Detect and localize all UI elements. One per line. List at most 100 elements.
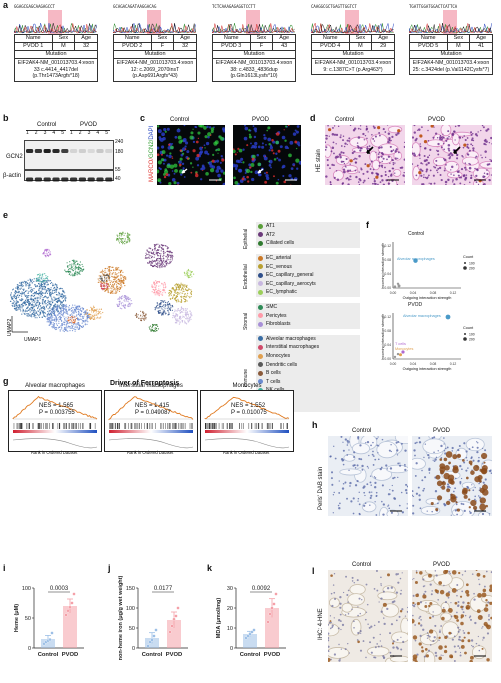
wb-band-actin: [70, 178, 77, 182]
legend-color-dot: [258, 322, 263, 327]
gsea-xlabel: Rank in Ordered Dataset: [31, 451, 77, 455]
bar-ytick: 100: [22, 586, 31, 592]
header-age: Age: [174, 35, 197, 43]
f-ytick: 0.12: [384, 244, 391, 248]
umap-cluster-label: 12: [35, 296, 41, 302]
d-pvod-image: [412, 125, 492, 185]
chromatogram-trace: [113, 10, 197, 34]
d-control-image: [325, 125, 405, 185]
f-legend-dot: [463, 266, 467, 270]
h-control-image: [328, 436, 408, 516]
bar-datapoint: [153, 635, 156, 638]
patient-age: 43: [273, 43, 296, 51]
umap-cluster-label: 20: [69, 318, 75, 324]
legend-item: Monocytes: [256, 352, 360, 361]
f-xtick: 0.00: [390, 291, 397, 295]
patient-age: 32: [75, 43, 98, 51]
header-mutation: Mutation: [213, 51, 296, 59]
panel-label-b: b: [3, 113, 9, 123]
bar-datapoint: [151, 639, 154, 642]
header-mutation: Mutation: [312, 51, 395, 59]
patient-sex: F: [250, 43, 273, 51]
umap-cluster-label: 8: [188, 271, 191, 277]
wb-band-gcn2: [88, 149, 95, 153]
wb-band-gcn2: [70, 149, 77, 153]
header-age: Age: [372, 35, 395, 43]
wb-band-actin: [26, 178, 33, 182]
umap-cluster-label: 13: [101, 284, 107, 290]
gsea-curve: [9, 391, 101, 451]
legend-color-dot: [258, 305, 263, 310]
f-point: [394, 285, 396, 287]
wb-group-pvod: PVOD: [80, 122, 97, 129]
patient-sex: F: [151, 43, 174, 51]
bar-pvalue: 0.0092: [252, 586, 271, 592]
f-legend-dot: [464, 333, 466, 335]
h-control-label: Control: [352, 428, 371, 435]
bar-datapoint: [171, 625, 174, 628]
legend-color-dot: [258, 336, 263, 341]
legend-label: AT1: [266, 223, 275, 229]
patient-name: PVOD 2: [114, 43, 152, 51]
wb-marker-55: 55: [115, 168, 121, 173]
legend-item: Pericytes: [256, 311, 360, 320]
wb-band-gcn2: [61, 149, 68, 153]
f-ytick: 0.00: [384, 357, 391, 361]
f-xtick: 0.04: [410, 362, 417, 366]
d-pvod-label: PVOD: [428, 117, 445, 124]
c-ylabel-dapi: DAPI: [149, 126, 155, 140]
wb-band-actin: [79, 178, 86, 182]
wb-band-gcn2: [35, 149, 42, 153]
bar-datapoint: [275, 593, 278, 596]
wb-band-gcn2: [44, 149, 51, 153]
wb-lane-number: 2: [35, 131, 38, 136]
wb-band-actin: [96, 178, 103, 182]
bar-datapoint: [71, 602, 74, 605]
f-legend-value: 100: [469, 262, 475, 266]
f-ytick: 0.08: [384, 329, 391, 333]
wb-gcn2-bands: [25, 141, 113, 169]
patient-name: PVOD 5: [410, 43, 448, 51]
f-ytick: 0.08: [384, 258, 391, 262]
h-pvod-image: [412, 436, 492, 516]
bar-datapoint: [267, 621, 270, 624]
f-point: [446, 315, 451, 320]
f-xtick: 0.00: [390, 362, 397, 366]
panel-label-d: d: [310, 113, 316, 123]
wb-marker-40: 40: [115, 177, 121, 182]
legend-color-dot: [258, 232, 263, 237]
gsea-plot-title: Interstitial macrophages: [105, 383, 197, 390]
panel-label-g: g: [3, 376, 9, 386]
legend-color-dot: [258, 313, 263, 318]
gsea-nes: NES = 1.415: [135, 403, 169, 409]
patient-age: 29: [372, 43, 395, 51]
gsea-nes: NES = 1.552: [231, 403, 265, 409]
f-xtick: 0.12: [450, 362, 457, 366]
legend-color-dot: [258, 281, 263, 286]
h-control-perls: [328, 436, 408, 516]
bar-category: Control: [38, 652, 59, 658]
legend-label: EC_venous: [266, 264, 292, 270]
bar-datapoint: [65, 614, 68, 617]
legend-item: Interstitial macrophages: [256, 343, 360, 352]
f-point: [397, 353, 399, 355]
f-legend-dot: [463, 337, 467, 341]
f-plot-title: PVOD: [408, 303, 422, 308]
f-xlabel: Outgoing interaction strength: [403, 296, 452, 300]
umap-xlabel: UMAP1: [24, 338, 41, 343]
umap-cluster-label: 15: [102, 276, 108, 282]
d-ylabel: HE stain: [316, 149, 323, 172]
f-ytick: 0.00: [384, 286, 391, 290]
bar-datapoint: [147, 645, 150, 648]
